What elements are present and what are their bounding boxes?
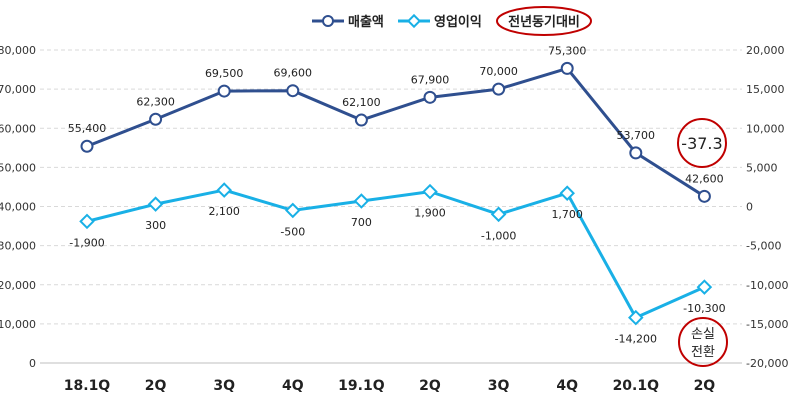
left-tick-label: 10,000	[0, 318, 36, 331]
profit-data-label: -10,300	[683, 302, 725, 315]
sales-data-label: 42,600	[685, 172, 724, 185]
yoy-circle	[677, 118, 727, 168]
category-label: 3Q	[213, 378, 235, 394]
profit-point	[422, 183, 438, 200]
legend-yoy-label: 전년동기대비	[508, 14, 580, 30]
grid-lines	[40, 49, 742, 325]
profit-data-label: 1,700	[551, 208, 583, 221]
left-tick-label: 0	[29, 357, 36, 370]
profit-point	[79, 213, 95, 230]
left-tick-label: 30,000	[0, 240, 36, 253]
legend-item-sales[interactable]: 매출액	[312, 14, 384, 30]
sales-point	[149, 112, 163, 126]
profit-point	[628, 309, 644, 326]
profit-point	[490, 206, 507, 223]
right-tick-label: 20,000	[746, 44, 785, 57]
sales-point	[423, 90, 437, 104]
left-tick-label: 50,000	[0, 161, 36, 174]
profit-point	[216, 182, 232, 198]
category-label: 4Q	[282, 378, 304, 394]
profit-data-label: 700	[351, 216, 372, 229]
profit-data-label: -14,200	[615, 333, 657, 346]
right-tick-label: -5,000	[746, 240, 781, 253]
right-tick-label: -15,000	[746, 318, 788, 331]
category-label: 2Q	[694, 378, 716, 394]
right-tick-label: 5,000	[746, 161, 778, 174]
category-label: 4Q	[556, 378, 578, 394]
sales-data-label: 70,000	[479, 65, 518, 78]
sales-data-label: 69,500	[205, 67, 244, 80]
profit-point	[353, 193, 370, 209]
sales-point	[217, 84, 231, 98]
category-labels: 18.1Q 2Q 3Q 4Q 19.1Q 2Q 3Q 4Q 20.1Q 2Q	[64, 378, 716, 394]
series-operating-profit: -1,900 300 2,100 -500 700 1,900 -1,000 1,700 -14…	[69, 182, 726, 346]
profit-data-label: -500	[280, 225, 305, 238]
profit-line	[86, 188, 706, 320]
profit-point	[559, 185, 575, 201]
sales-line	[86, 66, 706, 198]
annotation-yoy: -37.3	[677, 118, 727, 168]
right-tick-label: -10,000	[746, 279, 788, 292]
legend-sales-label: 매출액	[348, 14, 384, 30]
category-label: 18.1Q	[64, 378, 111, 394]
sales-point	[286, 84, 300, 98]
sales-point	[629, 146, 643, 160]
profit-data-label: -1,000	[481, 229, 516, 242]
sales-data-label: 62,300	[136, 95, 175, 108]
series-sales: 55,400 62,300 69,500 69,600 62,100 67,900 70,0…	[68, 44, 724, 203]
sales-data-label: 75,300	[548, 44, 587, 57]
loss-turn-line1: 손실	[691, 327, 715, 342]
profit-data-label: 300	[145, 219, 166, 232]
legend-item-operating-profit[interactable]: 영업이익	[398, 13, 482, 30]
legend: 매출액 영업이익 전년동기대비	[312, 6, 592, 36]
legend-profit-label: 영업이익	[434, 14, 482, 30]
legend-profit-diamond-icon	[406, 13, 422, 29]
sales-data-label: 67,900	[411, 73, 450, 86]
left-tick-label: 80,000	[0, 44, 36, 57]
right-tick-label: -20,000	[746, 357, 788, 370]
sales-data-label: 62,100	[342, 96, 381, 109]
profit-data-label: -1,900	[69, 236, 104, 249]
right-axis-ticks: -20,000 -15,000 -10,000 -5,000 0 5,000 10,000 1…	[746, 44, 788, 370]
sales-data-label: 55,400	[68, 122, 107, 135]
left-axis-ticks: 0 10,000 20,000 30,000 40,000 50,000 60,000 70,…	[0, 44, 36, 370]
left-tick-label: 60,000	[0, 122, 36, 135]
loss-turn-line2: 전환	[691, 345, 715, 360]
right-tick-label: 10,000	[746, 122, 785, 135]
sales-point	[697, 189, 711, 203]
legend-sales-circle-icon	[322, 15, 334, 27]
sales-point	[80, 139, 94, 153]
legend-yoy-ellipse	[496, 6, 592, 36]
left-tick-label: 20,000	[0, 279, 36, 292]
profit-data-label: 2,100	[208, 205, 240, 218]
category-label: 3Q	[488, 378, 510, 394]
left-tick-label: 40,000	[0, 201, 36, 214]
category-label: 2Q	[145, 378, 167, 394]
left-tick-label: 70,000	[0, 83, 36, 96]
sales-point	[560, 61, 574, 75]
category-label: 19.1Q	[338, 378, 385, 394]
sales-point	[492, 82, 506, 96]
yoy-change-text: -37.3	[681, 134, 722, 153]
right-tick-label: 15,000	[746, 83, 785, 96]
sales-point	[354, 113, 368, 127]
right-tick-label: 0	[746, 201, 753, 214]
category-label: 20.1Q	[613, 378, 660, 394]
sales-data-label: 69,600	[274, 67, 313, 80]
sales-data-label: 53,700	[617, 129, 656, 142]
loss-turn-circle	[678, 317, 728, 367]
profit-point	[696, 279, 713, 295]
category-label: 2Q	[419, 378, 441, 394]
profit-data-label: 1,900	[414, 207, 446, 220]
annotation-loss-turn: 손실 전환	[678, 317, 728, 367]
profit-point	[147, 196, 164, 212]
profit-point	[285, 202, 301, 219]
